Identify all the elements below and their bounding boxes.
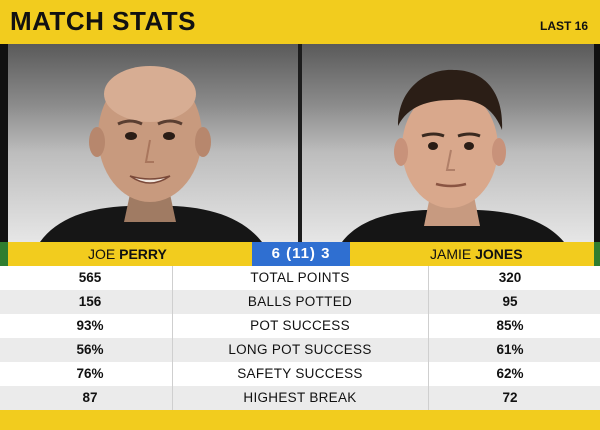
stat-right-value: 61%: [496, 342, 524, 357]
column-divider: [428, 266, 429, 410]
right-edge-shadow: [594, 44, 600, 242]
stat-right-value: 85%: [496, 318, 524, 333]
player-name-left: JOE PERRY: [88, 246, 167, 262]
table-green-left: [0, 242, 8, 266]
stat-left-value: 56%: [76, 342, 104, 357]
left-edge-shadow: [0, 44, 8, 242]
table-green-right: [594, 242, 600, 266]
stat-left-value: 93%: [76, 318, 104, 333]
photo-divider: [298, 44, 302, 242]
stat-label: BALLS POTTED: [247, 294, 353, 309]
stat-row: 87 HIGHEST BREAK 72: [0, 386, 600, 410]
stat-row: 56% LONG POT SUCCESS 61%: [0, 338, 600, 362]
player-right-first-name: JAMIE: [430, 246, 472, 262]
player-right-last-name: JONES: [475, 246, 523, 262]
player-left-last-name: PERRY: [119, 246, 167, 262]
dark-haired-player-portrait: [342, 69, 564, 242]
header-bar: MATCH STATS LAST 16: [0, 0, 600, 44]
player-left-first-name: JOE: [88, 246, 116, 262]
stat-right-value: 62%: [496, 366, 524, 381]
player-name-right: JAMIE JONES: [430, 246, 523, 262]
player-photos: [0, 44, 600, 242]
stat-label: TOTAL POINTS: [250, 270, 350, 285]
stat-left-value: 76%: [76, 366, 104, 381]
player-photo-left: [0, 44, 298, 242]
frame-score: 6 (11) 3: [252, 242, 350, 266]
stats-table: 565 TOTAL POINTS 320 156 BALLS POTTED 95…: [0, 266, 600, 410]
graphic-title: MATCH STATS: [10, 6, 197, 36]
stat-right-value: 320: [498, 270, 522, 285]
stat-left-value: 87: [82, 390, 98, 405]
stat-right-value: 72: [502, 390, 518, 405]
name-bar: JOE PERRY 6 (11) 3 JAMIE JONES: [0, 242, 600, 266]
stat-row: 565 TOTAL POINTS 320: [0, 266, 600, 290]
footer-bar: [0, 410, 600, 430]
column-divider: [172, 266, 173, 410]
stat-label: LONG POT SUCCESS: [228, 342, 372, 357]
player-photo-right: [302, 44, 600, 242]
round-label: LAST 16: [539, 19, 588, 33]
stat-row: 76% SAFETY SUCCESS 62%: [0, 362, 600, 386]
stat-right-value: 95: [502, 294, 518, 309]
stat-row: 156 BALLS POTTED 95: [0, 290, 600, 314]
stat-row: 93% POT SUCCESS 85%: [0, 314, 600, 338]
stat-label: HIGHEST BREAK: [243, 390, 357, 405]
bald-player-portrait: [40, 66, 262, 242]
stat-left-value: 565: [78, 270, 102, 285]
stat-label: SAFETY SUCCESS: [237, 366, 363, 381]
stat-label: POT SUCCESS: [250, 318, 350, 333]
stat-left-value: 156: [78, 294, 102, 309]
